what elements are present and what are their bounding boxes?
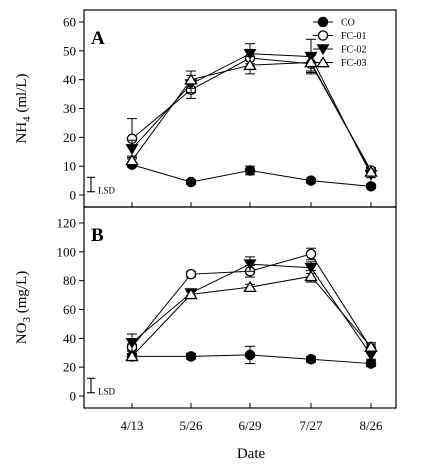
panel-a-series-fc-03-point bbox=[364, 165, 378, 177]
panel-b-series-co-point bbox=[305, 353, 317, 365]
panel-a-series-co-point bbox=[244, 165, 256, 176]
panel-a-y-axis-title-sub: 4 bbox=[21, 116, 33, 122]
panel-b-series-fc-01-point bbox=[185, 268, 197, 280]
panel-b-letter: B bbox=[91, 225, 104, 246]
panel-b-y-tick-label: 120 bbox=[57, 216, 77, 231]
panel-b-y-axis-title-main: NO bbox=[14, 322, 30, 344]
panel-a-y-axis-title-unit: (ml/L) bbox=[14, 73, 30, 116]
panel-b: 0 20 40 60 80 100 120 4/13 5/26 6/29 7/27 8/26 NO3 (… bbox=[14, 206, 397, 433]
panel-a-y-tick-label: 0 bbox=[70, 188, 77, 203]
legend-fc-03-marker bbox=[316, 56, 330, 68]
panel-a-y-tick-label: 40 bbox=[63, 72, 76, 87]
panel-a-y-tick-label: 50 bbox=[63, 43, 76, 58]
panel-b-lsd-label: LSD bbox=[98, 387, 116, 397]
panel-b-y-tick-label: 100 bbox=[57, 244, 77, 259]
panel-a-series-fc-03-line bbox=[131, 61, 372, 173]
panel-b-series-fc-03-point bbox=[364, 340, 378, 352]
panel-b-series-fc-03-point bbox=[184, 288, 198, 300]
panel-b-y-tick-label: 80 bbox=[63, 273, 76, 288]
panel-b-series-co-point bbox=[185, 351, 197, 362]
panel-b-y-axis-title-unit: (mg/L) bbox=[14, 271, 30, 317]
legend-fc-03-label: FC-03 bbox=[341, 58, 367, 69]
panel-b-y-tick-label: 0 bbox=[70, 389, 77, 404]
panel-b-series-fc-02-point bbox=[304, 262, 318, 274]
panel-b-series-fc-02-line bbox=[131, 263, 372, 356]
legend-fc-01-label: FC-01 bbox=[341, 31, 367, 42]
legend-co-label: CO bbox=[341, 18, 355, 29]
panel-b-series-fc-02-point bbox=[364, 350, 378, 361]
panel-a-y-tick-label: 60 bbox=[63, 15, 76, 30]
legend-fc-01-marker bbox=[317, 30, 329, 41]
panel-a-y-axis-title-main: NH bbox=[14, 122, 30, 144]
x-tick-label: 8/26 bbox=[359, 418, 383, 433]
panel-a-series-fc-03-point bbox=[304, 56, 318, 68]
panel-b-y-tick-label: 20 bbox=[63, 360, 76, 375]
panel-a-series-fc-03-point bbox=[243, 58, 257, 71]
x-tick-label: 7/27 bbox=[299, 418, 323, 433]
panel-b-series-fc-02-point bbox=[125, 337, 139, 349]
panel-a-series-fc-03-point bbox=[125, 154, 139, 166]
panel-a-series-co-point bbox=[365, 181, 377, 192]
x-tick-label: 4/13 bbox=[120, 418, 143, 433]
panel-a-y-tick-label: 20 bbox=[63, 130, 76, 145]
panel-a-series-fc-02-point bbox=[125, 144, 139, 155]
panel-a-series-co-point bbox=[185, 176, 197, 188]
legend-co-marker bbox=[317, 16, 329, 28]
panel-b-series-fc-02-point bbox=[243, 259, 257, 271]
panel-b-y-tick-label: 60 bbox=[63, 302, 76, 317]
panel-b-y-axis-title: NO3 (mg/L) bbox=[14, 271, 33, 344]
x-tick-label: 5/26 bbox=[179, 418, 203, 433]
panel-b-y-tick-label: 40 bbox=[63, 331, 76, 346]
panel-a-series-fc-02-line bbox=[131, 53, 372, 176]
panel-a-series-fc-03-point bbox=[184, 73, 198, 85]
panel-a-lsd-label: LSD bbox=[98, 186, 116, 196]
legend-fc-02-label: FC-02 bbox=[341, 45, 367, 56]
panel-b-series-fc-01-point bbox=[305, 248, 317, 260]
x-tick-label: 6/29 bbox=[238, 418, 261, 433]
panel-a-letter: A bbox=[91, 28, 105, 49]
panel-b-y-axis-title-sub: 3 bbox=[21, 317, 33, 323]
panel-b-series-fc-03-point bbox=[125, 350, 139, 362]
panel-a-series-co-point bbox=[305, 175, 317, 186]
panel-a-series-fc-01-line bbox=[131, 57, 372, 171]
panel-b-series-fc-03-point bbox=[304, 270, 318, 282]
panel-a-y-axis-title: NH4 (ml/L) bbox=[14, 73, 33, 143]
x-axis-title: Date bbox=[237, 446, 266, 462]
panel-a-y-tick-label: 30 bbox=[63, 101, 76, 116]
panel-a-y-tick-label: 10 bbox=[63, 159, 76, 174]
legend: CO FC-01 FC-02 FC-03 bbox=[313, 16, 367, 69]
legend-fc-02-marker bbox=[316, 44, 330, 56]
panel-b-series-co-point bbox=[244, 349, 256, 361]
panel-a: 0 10 20 30 40 50 60 NH4 (ml/L) A LSD CO FC-01 FC-02 F… bbox=[14, 9, 397, 208]
panel-a-series-fc-02-point bbox=[243, 49, 257, 60]
panel-b-series-fc-03-point bbox=[243, 280, 257, 293]
panel-b-frame bbox=[83, 206, 397, 409]
